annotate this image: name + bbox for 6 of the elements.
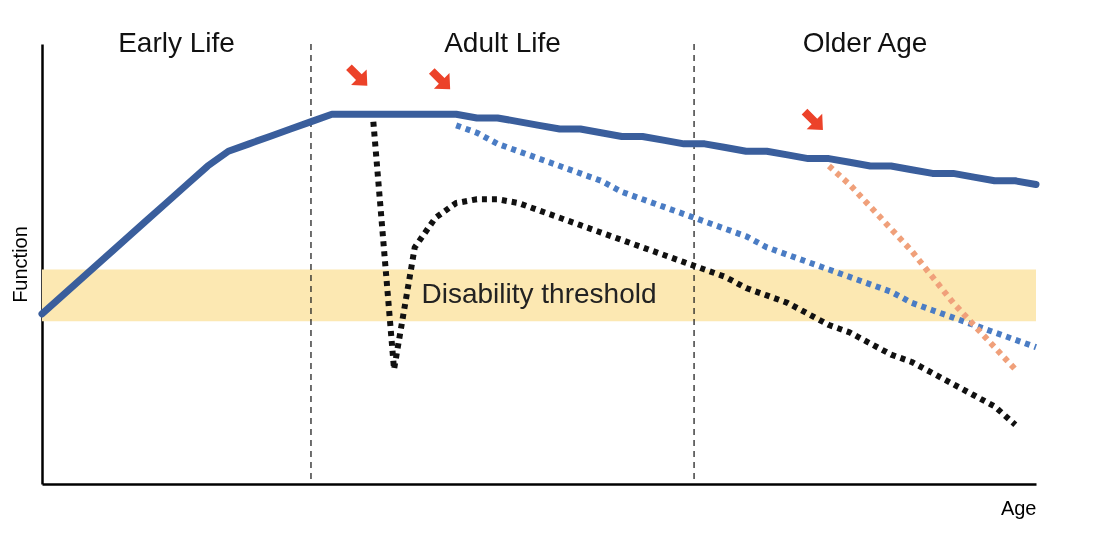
band-label: Disability threshold: [421, 278, 657, 310]
text: Adult Life: [444, 27, 561, 58]
text: Early Life: [118, 27, 235, 58]
x-axis-title: Age: [1000, 496, 1037, 519]
text: Older Age: [802, 27, 928, 58]
y-axis-title: Function: [8, 226, 31, 303]
